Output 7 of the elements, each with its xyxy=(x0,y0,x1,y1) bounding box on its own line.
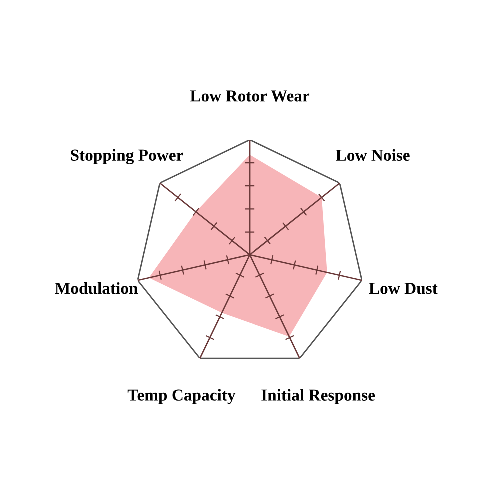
spoke-label: Temp Capacity xyxy=(128,389,236,404)
spoke-label: Initial Response xyxy=(262,389,376,404)
spoke-label: Modulation xyxy=(55,282,138,294)
spoke-label: Low Dust xyxy=(369,283,438,294)
spoke-label: Stopping Power xyxy=(71,149,184,165)
spoke-label: Low Rotor Wear xyxy=(190,90,310,102)
spoke-label: Low Noise xyxy=(336,149,410,162)
